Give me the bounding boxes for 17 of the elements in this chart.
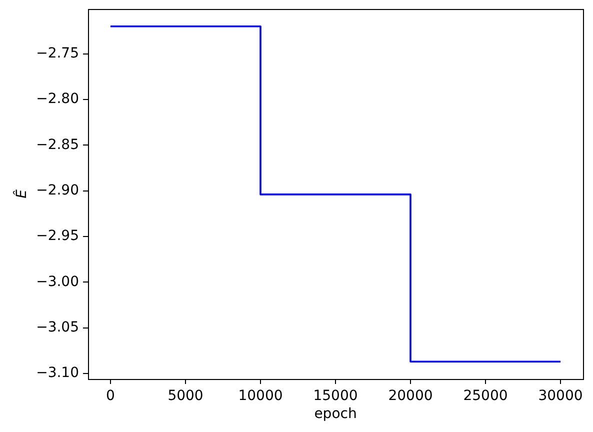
y-tick-label: −2.85 <box>36 136 79 153</box>
x-tick-label: 20000 <box>388 388 433 404</box>
y-tick-label: −2.95 <box>36 228 79 244</box>
x-axis-title: epoch <box>314 406 357 422</box>
y-axis-title: Ê <box>13 189 30 198</box>
x-tick-label: 15000 <box>313 388 358 404</box>
x-tick-label: 0 <box>106 388 115 404</box>
x-tick-label: 25000 <box>463 388 508 404</box>
x-tick-label: 10000 <box>238 388 283 404</box>
y-tick-label: −3.05 <box>36 319 79 336</box>
x-tick-label: 30000 <box>538 388 583 404</box>
y-tick-label: −3.00 <box>36 274 79 290</box>
y-tick-label: −2.90 <box>36 182 79 198</box>
y-tick-label: −2.75 <box>36 45 79 62</box>
x-tick-label: 5000 <box>168 388 204 404</box>
y-tick-label: −3.10 <box>36 365 79 382</box>
y-tick-label: −2.80 <box>36 91 79 108</box>
